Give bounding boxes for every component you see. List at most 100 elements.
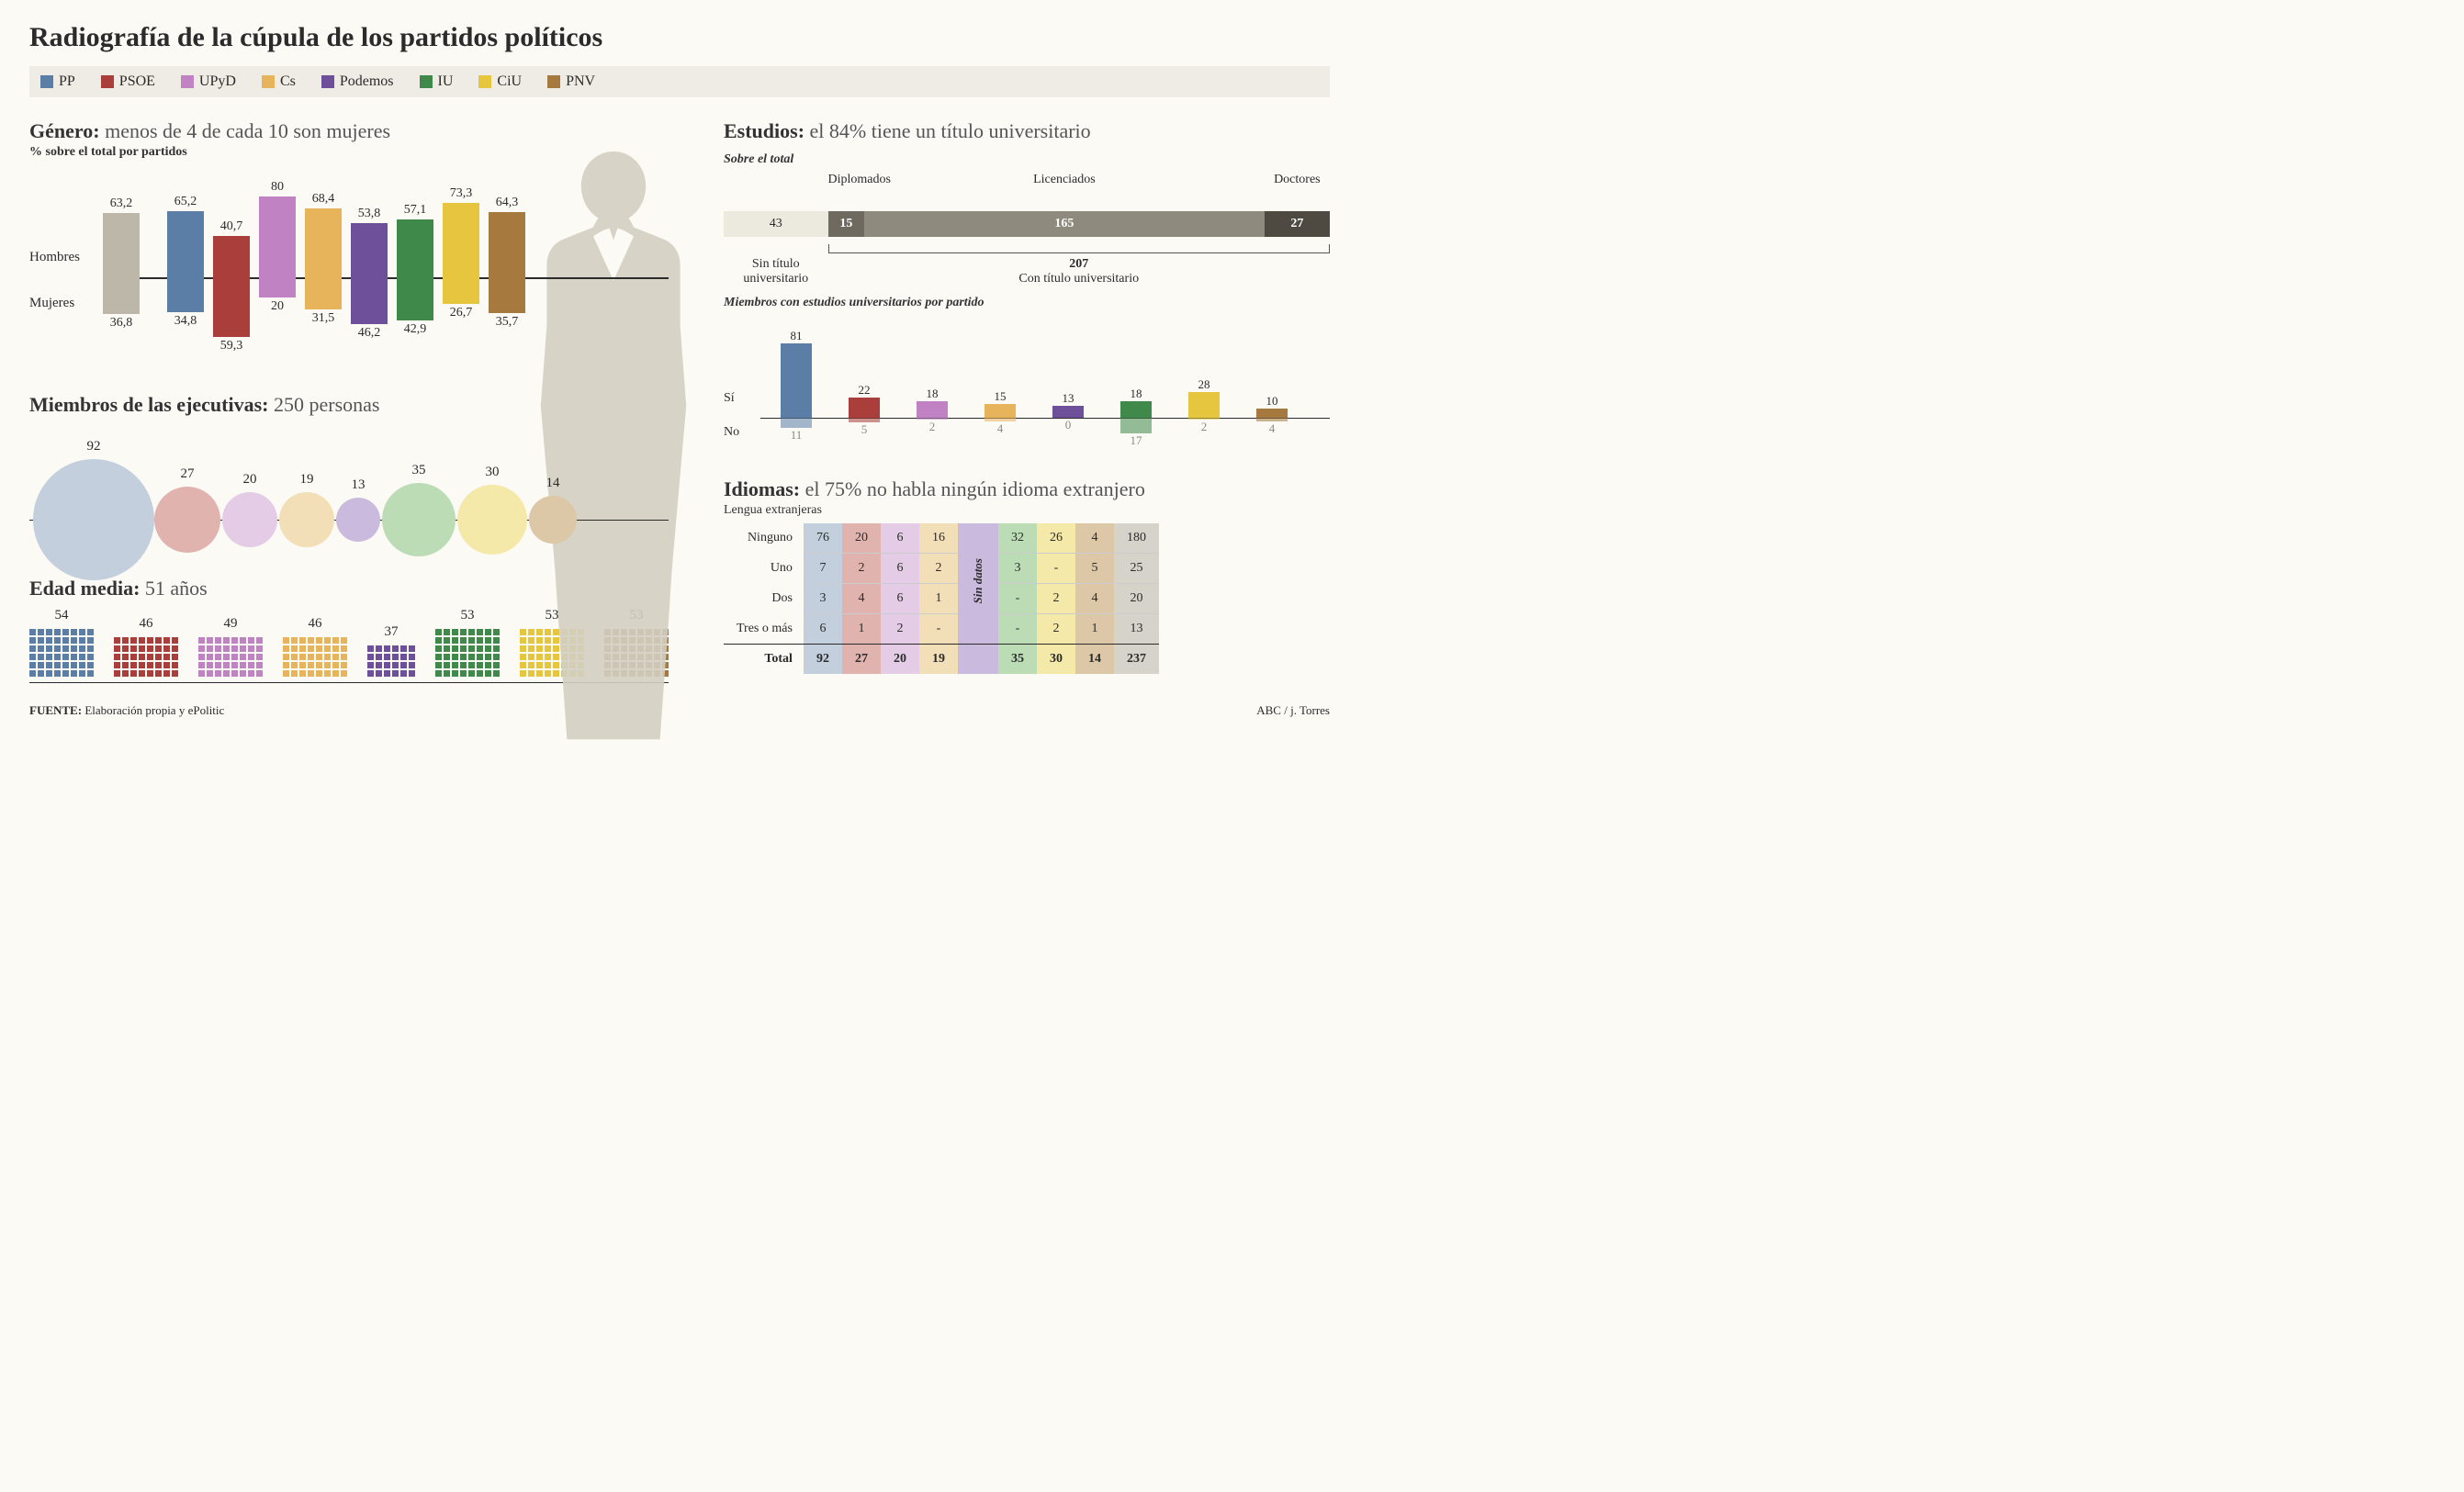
footer: FUENTE: Elaboración propia y ePolitic AB…: [29, 703, 1330, 718]
lang-cell: -: [919, 614, 958, 645]
lang-cell: 20: [842, 523, 881, 554]
members-title: Miembros de las ejecutivas: 250 personas: [29, 393, 669, 417]
gender-subtitle: % sobre el total por partidos: [29, 145, 669, 160]
label-hombres: Hombres: [29, 250, 80, 265]
studies-by-party-chart: Sí No 81 11 22 5 18 2 15 4 13 0 18 17 28…: [724, 316, 1330, 472]
members-chart: 9227201913353014: [29, 424, 669, 571]
lang-cell: 26: [1037, 523, 1075, 554]
lang-cell: 20: [1114, 584, 1159, 614]
gender-bar: 80 20: [259, 167, 296, 387]
lang-cell: 4: [1075, 523, 1114, 554]
lang-cell: 4: [842, 584, 881, 614]
party-legend: PPPSOEUPyDCsPodemosIUCiUPNV: [29, 66, 1330, 97]
lang-cell: 7: [804, 554, 842, 584]
studies-party-bar: 81 11: [774, 316, 818, 472]
lang-cell: 32: [998, 523, 1037, 554]
studies-party-bar: 15 4: [978, 316, 1022, 472]
studies-over-total: Sobre el total: [724, 152, 1330, 167]
languages-subtitle: Lengua extranjeras: [724, 503, 1330, 518]
member-bubble-label: 19: [300, 472, 314, 488]
lang-cell: 180: [1114, 523, 1159, 554]
legend-item: UPyD: [181, 73, 236, 90]
member-bubble: [382, 483, 456, 556]
studies-title: Estudios: el 84% tiene un título univers…: [724, 119, 1330, 143]
lang-cell: 6: [881, 523, 919, 554]
member-bubble: [529, 496, 577, 544]
legend-item: Podemos: [321, 73, 394, 90]
age-party: 49: [198, 616, 263, 677]
studies-party-bar: 10 4: [1250, 316, 1294, 472]
lang-cell: 2: [919, 554, 958, 584]
lang-cell: 25: [1114, 554, 1159, 584]
member-bubble-label: 30: [486, 465, 500, 480]
member-bubble-label: 35: [412, 463, 426, 478]
studies-party-bar: 22 5: [842, 316, 886, 472]
lang-cell: 1: [1075, 614, 1114, 645]
lang-cell: -: [1037, 554, 1075, 584]
studies-segment: 15: [828, 211, 865, 237]
gender-bar: 63,2 36,8: [103, 167, 140, 387]
lang-cell: 27: [842, 645, 881, 675]
gender-bar: 53,8 46,2: [351, 167, 388, 387]
member-bubble: [457, 485, 527, 555]
member-bubble-label: 27: [181, 466, 195, 482]
member-bubble: [154, 487, 220, 553]
lang-cell: -: [998, 584, 1037, 614]
gender-bar: 40,7 59,3: [213, 167, 250, 387]
lang-cell: 6: [804, 614, 842, 645]
lang-cell: 2: [1037, 614, 1075, 645]
lang-cell: 1: [842, 614, 881, 645]
languages-title: Idiomas: el 75% no habla ningún idioma e…: [724, 477, 1330, 501]
lang-cell: [958, 645, 998, 675]
lang-cell: 4: [1075, 584, 1114, 614]
lang-cell: 6: [881, 554, 919, 584]
lang-cell: 2: [842, 554, 881, 584]
studies-party-bar: 18 2: [910, 316, 954, 472]
age-title: Edad media: 51 años: [29, 577, 669, 600]
member-bubble: [222, 492, 277, 547]
legend-item: PNV: [547, 73, 595, 90]
studies-by-party-label: Miembros con estudios universitarios por…: [724, 296, 1330, 310]
studies-segment: 165: [864, 211, 1265, 237]
studies-party-bar: 28 2: [1182, 316, 1226, 472]
member-bubble-label: 13: [352, 477, 366, 493]
member-bubble-label: 14: [546, 476, 560, 491]
gender-title: Género: menos de 4 de cada 10 son mujere…: [29, 119, 669, 143]
gender-bar: 65,2 34,8: [167, 167, 204, 387]
lang-cell: 30: [1037, 645, 1075, 675]
member-bubble-label: 92: [87, 439, 101, 454]
age-party: 53: [520, 608, 584, 677]
label-mujeres: Mujeres: [29, 296, 74, 311]
lang-cell: 92: [804, 645, 842, 675]
legend-item: PP: [40, 73, 75, 90]
lang-cell: -: [998, 614, 1037, 645]
legend-item: Cs: [262, 73, 296, 90]
member-bubble: [336, 498, 380, 542]
legend-item: IU: [420, 73, 454, 90]
age-party: 54: [29, 608, 94, 677]
lang-cell: 20: [881, 645, 919, 675]
gender-bar: 73,3 26,7: [443, 167, 479, 387]
gender-chart: Hombres Mujeres 63,2 36,8 65,2 34,8 40,7…: [29, 167, 669, 387]
lang-cell: 2: [881, 614, 919, 645]
lang-cell: 237: [1114, 645, 1159, 675]
studies-top-labels: DiplomadosLicenciadosDoctores: [724, 173, 1330, 187]
lang-cell: 14: [1075, 645, 1114, 675]
gender-bar: 57,1 42,9: [397, 167, 433, 387]
lang-cell: 1: [919, 584, 958, 614]
lang-cell: 19: [919, 645, 958, 675]
lang-cell: 3: [998, 554, 1037, 584]
languages-table: Ninguno7620616Sin datos32264180Uno72623-…: [724, 523, 1159, 674]
gender-bar: 68,4 31,5: [305, 167, 342, 387]
lang-cell: 16: [919, 523, 958, 554]
age-party: 46: [114, 616, 178, 677]
legend-item: PSOE: [101, 73, 155, 90]
lang-cell: 13: [1114, 614, 1159, 645]
lang-cell: 2: [1037, 584, 1075, 614]
label-no: No: [724, 425, 739, 440]
age-party: 53: [435, 608, 500, 677]
studies-party-bar: 18 17: [1114, 316, 1158, 472]
age-party: 46: [283, 616, 347, 677]
lang-cell: 35: [998, 645, 1037, 675]
studies-party-bar: 13 0: [1046, 316, 1090, 472]
